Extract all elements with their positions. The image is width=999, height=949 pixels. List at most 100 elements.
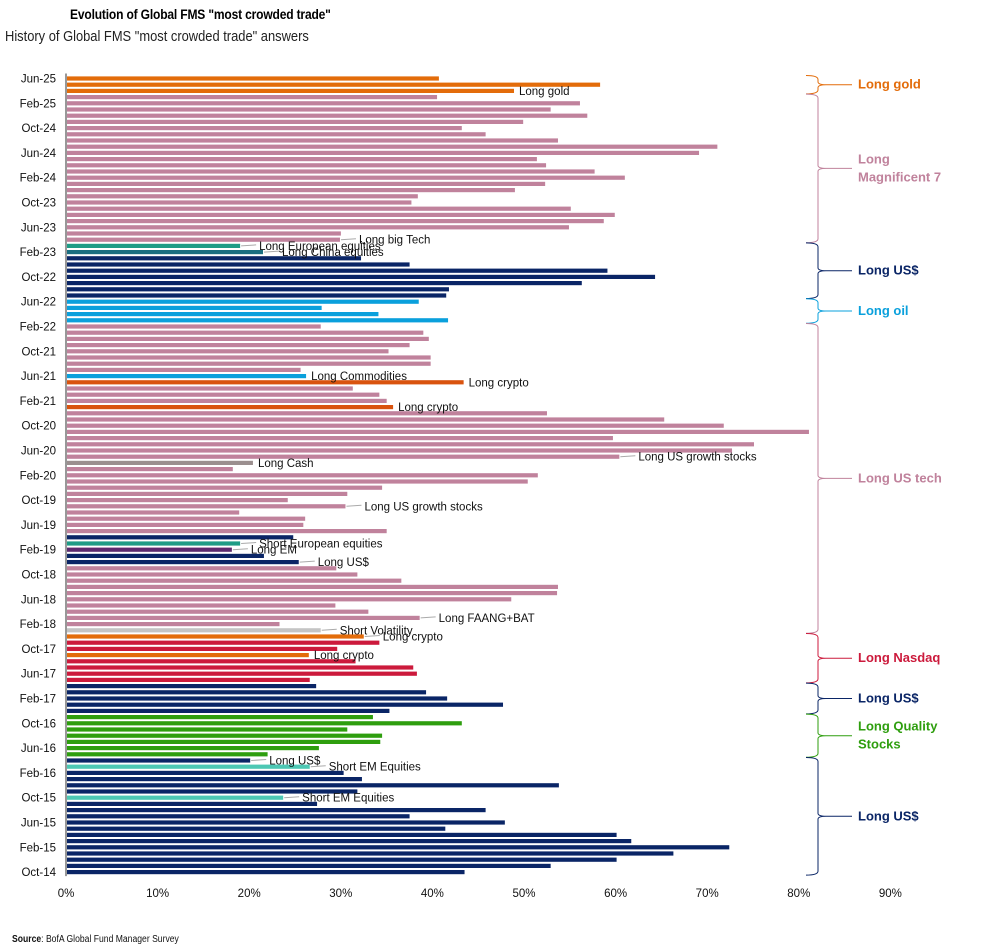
bar [67,324,321,329]
y-tick-label: Oct-17 [21,644,56,656]
group-label: Long US$ [858,691,919,706]
bar [67,690,427,695]
bar [67,287,449,292]
annotation-label: Long crypto [314,650,374,662]
bar [67,150,700,155]
bar [67,405,394,410]
annotation-label: Long European equities [259,241,381,253]
bar [67,467,233,472]
bar [67,132,486,137]
bar [67,857,617,862]
y-tick-label: Jun-21 [21,371,56,383]
source-text: : BofA Global Fund Manager Survey [41,934,179,945]
bar [67,696,448,701]
bar [67,752,268,757]
bar [67,826,446,831]
bar [67,640,380,645]
group-label: Long Quality [858,719,938,734]
bar [67,727,348,732]
bar [67,144,718,149]
bar [67,231,341,236]
y-tick-label: Oct-14 [21,867,56,879]
bar [67,219,604,224]
annotation-label: Long US$ [269,756,321,768]
group-label: Long US$ [858,808,919,823]
bar [67,442,754,447]
chart-subtitle: History of Global FMS "most crowded trad… [5,28,309,45]
bar [67,783,559,788]
bar [67,653,309,658]
annotation-label: Long China equities [282,247,384,259]
group-bracket [805,682,827,715]
bar [67,392,380,397]
bar [67,684,317,689]
annotation-label: Long crypto [383,632,443,644]
bar [67,764,310,769]
y-tick-label: Oct-24 [21,123,56,135]
annotation-leader [420,616,436,619]
bar [67,436,613,441]
y-tick-label: Feb-17 [20,694,56,706]
y-tick-label: Feb-20 [20,470,56,482]
y-tick-label: Jun-22 [21,297,56,309]
x-tick-label: 0% [58,888,75,900]
annotation-leader [263,250,280,253]
bar [67,299,419,304]
x-tick-label: 90% [879,888,902,900]
group-label: Stocks [858,737,901,752]
y-tick-label: Jun-24 [21,148,57,160]
y-tick-label: Jun-25 [21,74,56,86]
bar [67,541,241,546]
bar [67,603,336,608]
group-label: Magnificent 7 [858,169,941,184]
group-bracket [805,75,827,95]
bar [67,206,571,211]
y-tick-label: Jun-15 [21,818,56,830]
annotation-leader [241,244,257,247]
bar [67,262,410,267]
annotation-label: Short EM Equities [302,793,394,805]
bar [67,547,232,552]
bar [67,336,429,341]
bar [67,808,486,813]
bar [67,770,344,775]
bar [67,584,558,589]
source-note: Source: BofA Global Fund Manager Survey [12,934,179,945]
bar [67,188,515,193]
y-tick-label: Feb-15 [20,842,56,854]
annotation-label: Long EM [251,545,297,557]
bar [67,721,462,726]
axes-layer: Jun-25 Feb-25 Oct-24 Jun-24 Feb-24 Oct-23 Jun-… [20,73,902,900]
y-tick-label: Oct-18 [21,570,56,582]
bar [67,671,417,676]
annotation-leader [620,455,636,458]
bar [67,312,379,317]
bar-chart: Jun-25 Feb-25 Oct-24 Jun-24 Feb-24 Oct-23 Jun-… [20,73,942,900]
annotation-label: Long US growth stocks [638,452,757,464]
bar [67,274,656,279]
x-tick-label: 70% [696,888,719,900]
y-tick-label: Feb-16 [20,768,56,780]
bar [67,529,387,534]
bar [67,677,310,682]
bar [67,870,465,875]
bar [67,708,390,713]
annotation-label: Long US growth stocks [364,501,483,513]
bar [67,851,674,856]
bar [67,361,431,366]
bar [67,733,383,738]
bar [67,367,301,372]
annotation-leader [251,759,267,761]
bar [67,498,288,503]
y-tick-label: Oct-23 [21,198,56,210]
y-tick-label: Feb-21 [20,396,56,408]
bar [67,349,389,354]
bar [67,163,547,168]
bar [67,429,809,434]
annotation-leader [241,542,257,544]
bar [67,622,280,627]
annotation-leader [310,765,326,768]
bar [67,591,558,596]
bar [67,628,321,633]
